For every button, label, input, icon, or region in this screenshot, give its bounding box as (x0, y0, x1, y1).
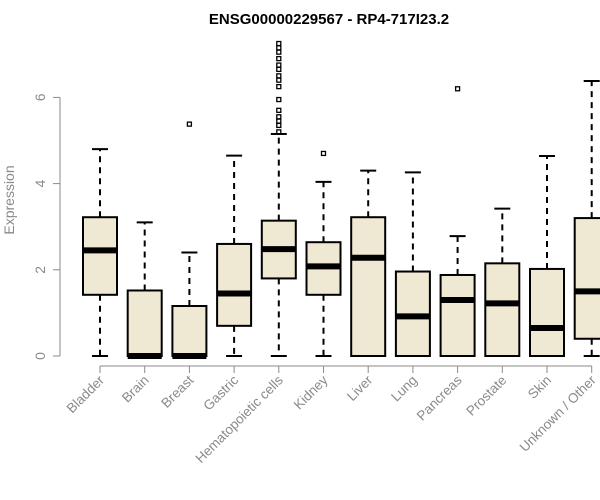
box-group-kidney (305, 150, 342, 357)
box-group-gastric (216, 154, 253, 357)
outlier-point (276, 77, 282, 83)
box-group-breast (171, 121, 208, 359)
box-group-hematopoietic-cells (260, 40, 297, 357)
box-group-prostate (484, 207, 521, 357)
x-tick-label: Bladder (64, 372, 108, 416)
box-group-brain (126, 221, 163, 359)
y-axis-label: Expression (1, 165, 17, 234)
x-tick-label: Unknown / Other (517, 372, 600, 455)
box-group-liver (350, 169, 387, 357)
outlier-point (276, 40, 282, 47)
outlier-point (454, 86, 461, 92)
box (171, 305, 208, 357)
x-tick-label: Kidney (291, 372, 331, 412)
outlier-point (276, 66, 282, 73)
outlier-point (276, 122, 282, 129)
box (439, 273, 476, 357)
y-tick-label: 4 (32, 179, 48, 187)
outlier-point (276, 49, 282, 55)
x-tick-label: Breast (158, 372, 196, 410)
plot-area (82, 40, 600, 359)
box (529, 267, 565, 357)
x-tick-label: Skin (525, 373, 554, 402)
outlier-point (276, 129, 282, 135)
x-tick-label: Gastric (200, 372, 241, 413)
y-axis: 0 2 4 6 (32, 93, 61, 360)
y-tick-label: 2 (32, 266, 48, 274)
x-tick-label: Prostate (463, 373, 509, 419)
y-tick-label: 6 (32, 93, 48, 101)
box (350, 216, 387, 357)
box (484, 262, 521, 357)
y-tick-label: 0 (32, 352, 48, 360)
outlier-point (276, 73, 282, 79)
x-tick-label: Lung (388, 373, 420, 405)
outlier-point (276, 96, 282, 103)
x-tick-label: Brain (119, 373, 152, 406)
x-tick-label: Liver (344, 372, 376, 404)
outlier-point (276, 114, 282, 120)
chart-title: ENSG00000229567 - RP4-717I23.2 (209, 11, 449, 28)
box-group-bladder (82, 148, 118, 357)
box (126, 289, 163, 358)
box (82, 216, 118, 296)
box (216, 242, 253, 327)
box-group-skin (529, 155, 565, 357)
outlier-point (320, 150, 327, 157)
outlier-point (276, 83, 282, 90)
box-group-unknown-other (573, 80, 600, 357)
x-tick-label: Pancreas (414, 372, 465, 423)
box (573, 217, 600, 340)
box-group-pancreas (439, 86, 476, 357)
box-group-lung (394, 171, 431, 357)
outlier-point (276, 118, 282, 124)
outlier-point (276, 62, 282, 68)
outlier-point (276, 107, 282, 113)
x-tick-label: Hematopoietic cells (193, 372, 287, 466)
outlier-point (276, 55, 282, 62)
outlier-point (276, 45, 282, 51)
outlier-point (186, 121, 193, 127)
